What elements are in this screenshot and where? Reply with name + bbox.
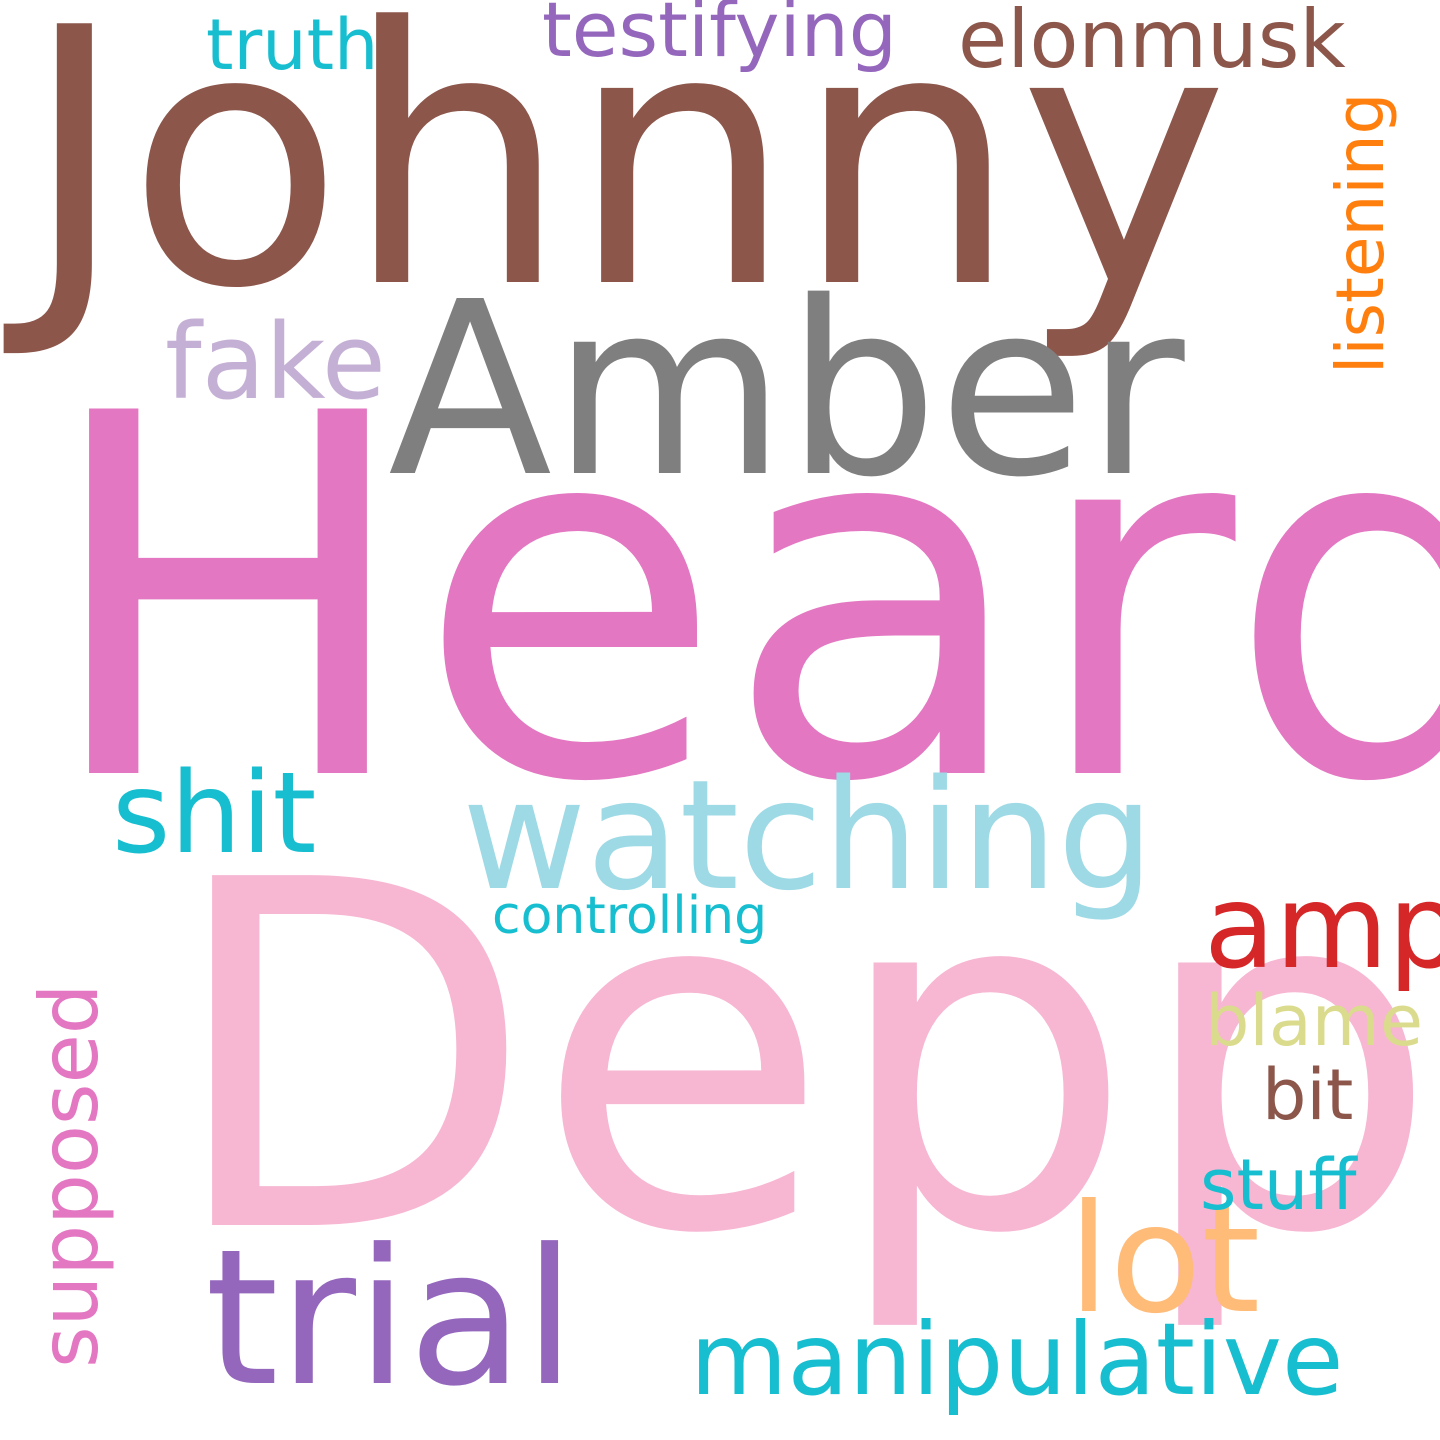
word-truth: truth — [206, 4, 379, 86]
word-amber: Amber — [388, 250, 1185, 530]
word-heard: Heard — [40, 309, 1440, 891]
word-depp: Depp — [165, 780, 1440, 1339]
word-supposed: supposed — [23, 983, 116, 1368]
word-shit: shit — [112, 749, 317, 879]
word-blame: blame — [1205, 980, 1424, 1062]
word-manipulative: manipulative — [690, 1301, 1344, 1418]
word-testifying: testifying — [542, 0, 897, 74]
word-elonmusk: elonmusk — [958, 0, 1346, 86]
word-bit: bit — [1262, 1054, 1354, 1136]
word-lot: lot — [1068, 1173, 1261, 1347]
word-watching: watching — [462, 747, 1155, 924]
word-trial: trial — [205, 1209, 576, 1428]
word-listening: listening — [1322, 92, 1399, 374]
word-fake: fake — [165, 301, 386, 423]
word-johnny: Johnny — [22, 0, 1229, 366]
word-stuff: stuff — [1200, 1144, 1357, 1226]
word-amp: amp — [1204, 860, 1440, 995]
word-controlling: controlling — [492, 886, 768, 946]
